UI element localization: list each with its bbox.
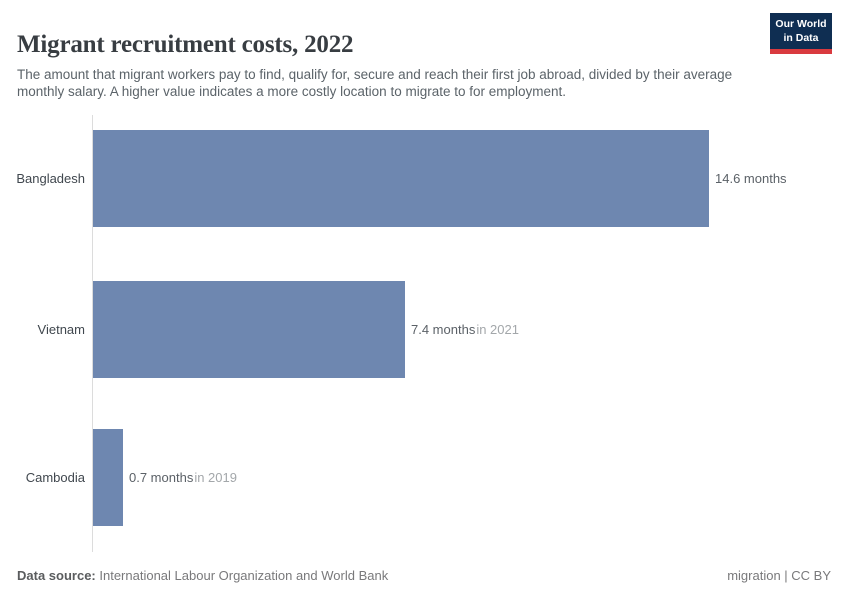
chart-subtitle: The amount that migrant workers pay to f… [17, 66, 733, 99]
entity-label: Cambodia [25, 470, 85, 485]
entity-label: Vietnam [37, 322, 85, 337]
bar-row: Cambodia 0.7 months in 2019 [0, 429, 850, 526]
value-label: 0.7 months in 2019 [129, 429, 237, 526]
value-label: 14.6 months [715, 130, 787, 227]
owid-logo-line1: Our World [775, 18, 827, 30]
owid-logo[interactable]: Our World in Data [770, 13, 832, 55]
value-text: 0.7 months [129, 470, 194, 485]
y-axis-line [92, 115, 93, 552]
chart-area: Bangladesh 14.6 months Vietnam 7.4 months in… [0, 115, 850, 552]
bar-row: Bangladesh 14.6 months [0, 130, 850, 227]
bar-row: Vietnam 7.4 months in 2021 [0, 281, 850, 378]
bar-segment[interactable] [93, 130, 709, 227]
bar-segment[interactable] [93, 281, 405, 378]
license-link[interactable]: migration | CC BY [727, 568, 831, 583]
year-note: in 2019 [194, 470, 237, 485]
entity-label: Bangladesh [16, 171, 85, 186]
chart-footer: Data source: International Labour Organi… [17, 568, 831, 583]
bar-segment[interactable] [93, 429, 123, 526]
owid-logo-text: Our World in Data [770, 13, 832, 50]
owid-logo-line2: in Data [783, 31, 819, 44]
chart-title: Migrant recruitment costs, 2022 [17, 30, 354, 58]
data-source-label: Data source: [17, 568, 96, 583]
data-source-note: Data source: International Labour Organi… [17, 568, 388, 583]
data-source-text: International Labour Organization and Wo… [99, 568, 389, 583]
value-text: 14.6 months [715, 171, 787, 186]
value-text: 7.4 months [411, 322, 476, 337]
owid-logo-accent-bar [770, 49, 832, 55]
year-note: in 2021 [476, 322, 519, 337]
value-label: 7.4 months in 2021 [411, 281, 519, 378]
